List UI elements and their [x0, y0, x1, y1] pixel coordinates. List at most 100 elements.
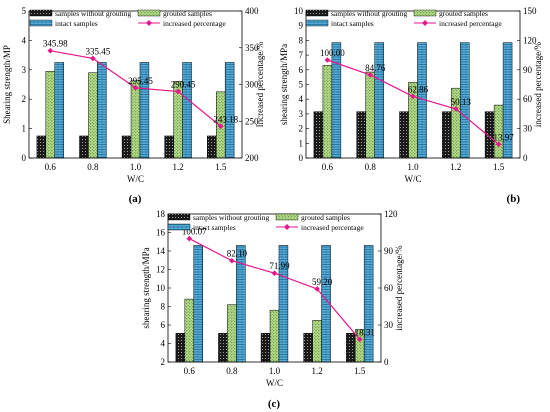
bar-intact-4: [363, 245, 374, 363]
y-tick-label-6: 14: [156, 246, 166, 256]
y-axis-title: shearing strength/MPa: [141, 247, 151, 328]
data-label-0: 345.98: [43, 39, 68, 49]
legend-swatch-1: [413, 9, 437, 17]
legend-marker: [422, 20, 428, 26]
legend-swatch-2: [29, 19, 53, 27]
x-tick-label-2: 1.0: [269, 366, 281, 376]
line-point-0: [324, 57, 331, 63]
data-label-1: 84.76: [365, 63, 386, 73]
line-point-4: [356, 336, 363, 343]
line-point-1: [367, 72, 373, 78]
legend-marker: [284, 224, 290, 230]
y2-tick-label-2: 300: [245, 80, 259, 90]
legend-label-2: intact samples: [193, 223, 236, 232]
y-tick-label-3: 3: [22, 65, 27, 75]
x-tick-label-1: 0.8: [365, 162, 377, 172]
x-tick-label-2: 1.0: [130, 162, 142, 172]
bar-grouted-0: [322, 65, 333, 159]
y-tick-label-10: 10: [294, 6, 304, 16]
y-tick-label-1: 1: [22, 124, 27, 134]
bar-without-4: [346, 333, 356, 363]
y2-axis-title: increased percentage/%: [533, 41, 543, 127]
y2-axis-title: Increased percentage/%: [255, 41, 265, 127]
legend-label-2: intact samples: [55, 19, 98, 28]
bar-grouted-0: [45, 71, 56, 159]
data-label-4: 18.31: [355, 327, 375, 337]
legend-label-0: samples without grouting: [55, 9, 131, 18]
x-tick-label-4: 1.5: [215, 162, 227, 172]
legend-swatch-1: [275, 213, 299, 221]
y2-tick-label-4: 120: [384, 209, 398, 219]
y-tick-label-7: 16: [156, 228, 166, 238]
y-tick-label-3: 8: [161, 302, 166, 312]
bar-intact-0: [193, 245, 203, 363]
data-label-3: 59.20: [312, 277, 333, 287]
legend-swatch-2: [167, 223, 191, 231]
x-tick-label-0: 0.6: [322, 162, 334, 172]
legend-label-1: grouted samples: [301, 213, 350, 222]
line-point-0: [186, 235, 193, 242]
y-tick-label-3: 3: [299, 109, 304, 119]
line-point-3: [175, 88, 181, 95]
bar-without-0: [313, 111, 324, 159]
bar-intact-1: [97, 62, 107, 159]
y2-axis-title: increased percentage/%: [394, 245, 404, 331]
data-label-4: 243.18: [213, 114, 238, 124]
x-axis-title: W/C: [266, 378, 283, 388]
bar-grouted-1: [365, 71, 375, 159]
y-tick-label-4: 10: [156, 283, 166, 293]
legend-swatch-2: [305, 19, 329, 27]
y-tick-label-2: 2: [299, 124, 304, 134]
y-tick-label-9: 9: [299, 21, 304, 31]
y2-tick-label-3: 90: [523, 65, 533, 75]
line-point-2: [132, 85, 139, 91]
y-axis-title: shearing strength/MPa: [279, 44, 289, 125]
y2-tick-label-4: 120: [523, 35, 537, 45]
legend-swatch-1: [137, 9, 161, 17]
y2-tick-label-0: 0: [523, 153, 528, 163]
bar-without-1: [79, 135, 89, 159]
line-point-4: [217, 123, 224, 130]
y2-tick-label-4: 400: [245, 6, 259, 16]
bar-without-2: [260, 333, 271, 363]
y-tick-label-1: 1: [299, 138, 304, 148]
legend-swatch-0: [29, 9, 53, 17]
x-tick-label-3: 1.2: [311, 366, 322, 376]
y-tick-label-2: 2: [22, 94, 27, 104]
line-point-1: [229, 257, 235, 264]
panel-label: (b): [507, 193, 521, 205]
x-tick-label-1: 0.8: [87, 162, 99, 172]
y-tick-label-7: 7: [299, 50, 304, 60]
bar-without-3: [442, 111, 452, 159]
y-tick-label-2: 6: [161, 320, 166, 330]
bar-grouted-0: [184, 298, 195, 363]
bar-without-0: [36, 135, 47, 159]
legend-label-3: increased percentage: [163, 19, 226, 28]
x-tick-label-4: 1.5: [493, 162, 505, 172]
y2-tick-label-1: 250: [245, 116, 259, 126]
bar-intact-0: [331, 42, 342, 159]
data-label-2: 62.86: [408, 84, 429, 94]
bar-grouted-2: [269, 309, 280, 363]
bar-without-2: [399, 111, 409, 159]
bar-grouted-1: [88, 72, 98, 159]
y2-tick-label-5: 150: [523, 6, 537, 16]
y2-tick-label-0: 0: [384, 357, 389, 367]
legend-label-3: increased percentage: [301, 223, 364, 232]
x-tick-label-2: 1.0: [407, 162, 419, 172]
y-tick-label-1: 4: [161, 339, 166, 349]
y-tick-label-0: 0: [22, 153, 27, 163]
line-point-3: [453, 106, 459, 112]
x-tick-label-0: 0.6: [45, 162, 57, 172]
panel-label: (c): [268, 398, 281, 410]
data-label-4: 13.97: [493, 132, 514, 142]
bar-grouted-3: [312, 320, 322, 363]
bar-grouted-2: [130, 80, 141, 159]
data-label-3: 50.13: [451, 97, 472, 107]
y-tick-label-4: 4: [22, 35, 27, 45]
y2-tick-label-3: 350: [245, 43, 259, 53]
bar-without-1: [218, 333, 228, 363]
y-tick-label-0: 0: [299, 153, 304, 163]
legend-label-0: samples without grouting: [193, 213, 269, 222]
